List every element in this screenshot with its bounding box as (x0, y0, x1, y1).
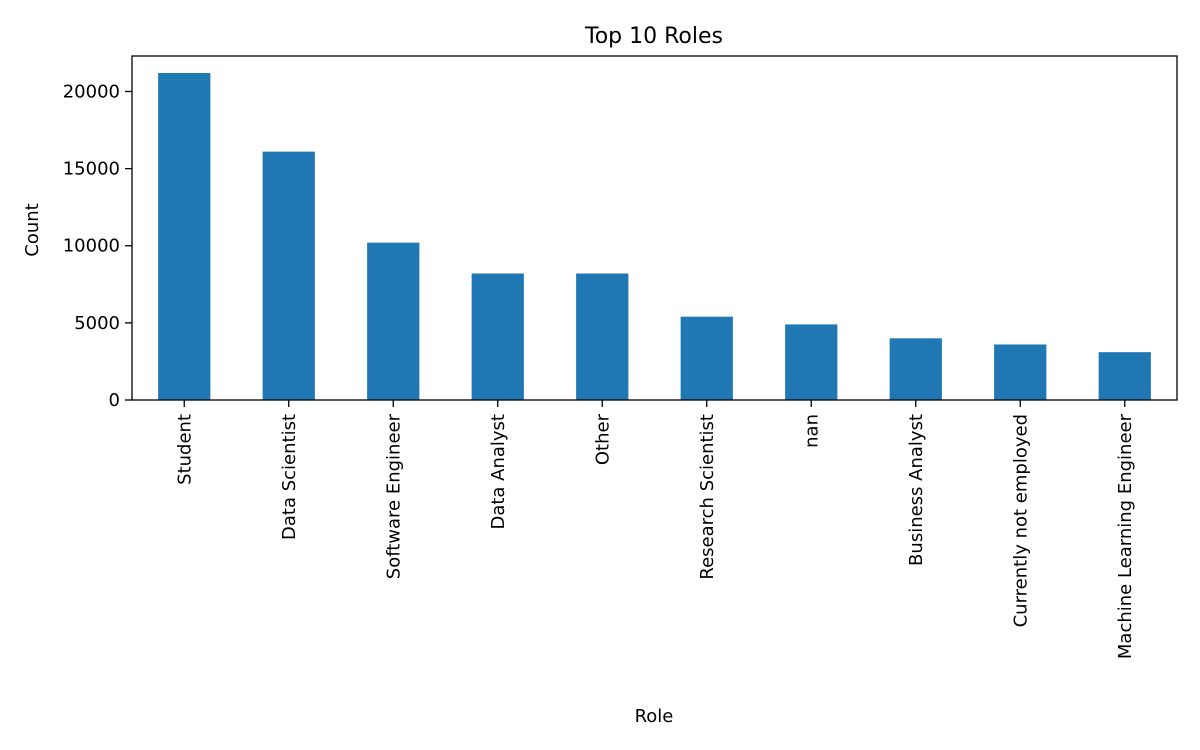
bar (994, 344, 1047, 400)
x-tick-label: Business Analyst (906, 414, 927, 566)
y-tick-label: 0 (109, 390, 120, 411)
y-tick-label: 10000 (63, 236, 120, 257)
x-tick-label: Other (592, 413, 613, 465)
bar (889, 338, 942, 400)
x-tick-label: Data Analyst (488, 414, 509, 530)
bar (262, 151, 315, 400)
bar (158, 72, 211, 400)
bar-series (158, 72, 1151, 400)
bar (367, 242, 420, 400)
x-axis-ticks: Student Data Scientist Software Engineer Da… (174, 400, 1136, 659)
x-tick-label: Currently not employed (1010, 414, 1031, 627)
y-tick-label: 15000 (63, 159, 120, 180)
y-tick-label: 5000 (74, 313, 120, 334)
bar (785, 324, 838, 400)
x-tick-label: Data Scientist (279, 414, 300, 540)
y-axis-ticks: 0 5000 10000 15000 20000 (63, 81, 132, 411)
y-axis-label: Count (22, 203, 43, 256)
chart-title: Top 10 Roles (584, 24, 723, 49)
bar (576, 273, 629, 400)
y-tick-label: 20000 (63, 81, 120, 102)
bar (680, 316, 733, 400)
x-tick-label: nan (801, 414, 822, 448)
bar (1098, 352, 1151, 400)
bar (471, 273, 524, 400)
x-tick-label: Student (174, 414, 195, 485)
x-tick-label: Software Engineer (383, 413, 404, 579)
x-tick-label: Research Scientist (697, 414, 718, 580)
x-tick-label: Machine Learning Engineer (1115, 413, 1136, 659)
plot-frame (131, 55, 1178, 401)
x-axis-label: Role (635, 706, 674, 727)
